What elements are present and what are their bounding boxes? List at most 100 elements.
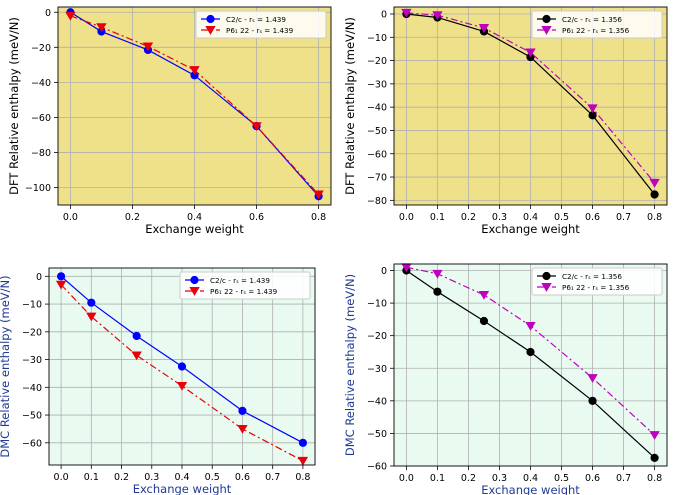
- y-tick-label: −60: [367, 149, 387, 160]
- data-point: [588, 396, 597, 405]
- x-axis-label: Exchange weight: [481, 483, 580, 495]
- x-tick-label: 0.2: [461, 473, 476, 484]
- data-point: [86, 312, 97, 322]
- data-point: [65, 11, 76, 21]
- x-axis-label: Exchange weight: [133, 482, 232, 495]
- legend-label: C2/c - rₛ = 1.439: [210, 276, 270, 285]
- data-point: [298, 438, 308, 447]
- x-tick-label: 0.0: [54, 472, 69, 483]
- y-tick-label: 0: [45, 8, 51, 19]
- x-tick-label: 0.8: [311, 212, 326, 223]
- y-tick-label: −30: [367, 364, 387, 375]
- x-tick-label: 0.2: [461, 212, 476, 223]
- data-point: [649, 431, 660, 440]
- x-tick-label: 0.1: [430, 473, 445, 484]
- series-line: [70, 11, 320, 197]
- series-line: [406, 270, 655, 459]
- data-point: [432, 269, 443, 279]
- x-tick-label: 0.6: [585, 473, 600, 484]
- data-point: [56, 272, 66, 281]
- x-tick-label: 0.0: [399, 212, 414, 223]
- legend-box: [531, 10, 663, 39]
- y-tick-label: −50: [22, 411, 42, 422]
- x-tick-label: 0.5: [205, 472, 220, 483]
- data-point: [587, 374, 598, 383]
- x-tick-label: 0.4: [523, 212, 538, 223]
- series-line: [70, 15, 320, 195]
- legend-marker: [190, 275, 199, 285]
- data-point: [238, 406, 247, 415]
- x-tick-label: 0.7: [616, 473, 631, 484]
- y-tick-label: −60: [22, 438, 42, 449]
- y-tick-label: −40: [31, 78, 51, 89]
- y-tick-label: −50: [367, 126, 387, 137]
- data-point: [297, 456, 309, 466]
- y-tick-label: −80: [367, 196, 387, 207]
- data-point: [177, 362, 187, 371]
- legend-marker: [541, 283, 552, 292]
- data-point: [313, 190, 324, 200]
- legend-label: P6₁ 22 - rₛ = 1.439: [210, 287, 278, 296]
- x-tick-label: 0.8: [647, 473, 662, 484]
- data-point: [526, 347, 535, 357]
- x-tick-label: 0.2: [114, 472, 129, 483]
- data-point: [132, 331, 141, 341]
- data-point: [432, 11, 443, 21]
- y-tick-label: −20: [22, 327, 42, 338]
- legend-marker: [541, 26, 552, 35]
- y-tick-label: 0: [36, 272, 42, 283]
- y-tick-label: −10: [367, 299, 387, 310]
- legend-label: C2/c - rₛ = 1.356: [562, 15, 622, 24]
- data-point: [479, 316, 489, 326]
- x-tick-label: 0.6: [249, 212, 264, 223]
- data-point: [525, 48, 536, 58]
- data-point: [478, 24, 490, 33]
- y-tick-label: −70: [367, 173, 387, 184]
- y-tick-label: −100: [25, 183, 51, 194]
- chart-panel-4: 0.0 0.1 0.2 0.3 0.4 0.5 0.6 0.7 0.8 0 −10 −20 −30 −40…: [343, 263, 668, 495]
- data-point: [237, 424, 248, 434]
- chart-panel-3: 0.0 0.1 0.2 0.3 0.4 0.5 0.6 0.7 0.8 0 −10 −20 −30 −40…: [0, 267, 316, 495]
- x-tick-label: 0.5: [554, 473, 569, 484]
- x-tick-label: 0.4: [187, 212, 202, 223]
- legend-label: C2/c - rₛ = 1.439: [226, 15, 286, 24]
- legend-label: P6₁ 22 - rₛ = 1.356: [562, 26, 630, 35]
- series-2: [401, 8, 660, 188]
- data-point: [433, 287, 442, 296]
- x-tick-label: 0.0: [63, 212, 78, 223]
- legend: C2/c - rₛ = 1.356 P6₁ 22 - rₛ = 1.356: [531, 267, 663, 296]
- y-tick-label: −20: [367, 56, 387, 67]
- series-line: [60, 284, 304, 462]
- x-tick-label: 0.4: [174, 472, 189, 483]
- x-tick-label: 0.8: [647, 212, 662, 223]
- data-point: [96, 23, 107, 33]
- x-tick-label: 0.1: [430, 212, 445, 223]
- legend-marker: [542, 271, 551, 281]
- legend-marker: [189, 287, 200, 296]
- series-1: [402, 266, 659, 462]
- y-tick-label: −40: [367, 396, 387, 407]
- x-tick-label: 0.7: [265, 472, 280, 483]
- y-tick-label: −60: [31, 113, 51, 124]
- x-tick-label: 0.6: [235, 472, 250, 483]
- data-point: [650, 190, 659, 199]
- plot-frame: [393, 6, 668, 206]
- data-point: [650, 453, 659, 462]
- plot-frame: [48, 267, 316, 466]
- data-point: [649, 178, 660, 188]
- y-tick-label: −10: [22, 300, 42, 311]
- y-tick-label: 0: [381, 266, 387, 277]
- chart-panel-2: 0.0 0.1 0.2 0.3 0.4 0.5 0.6 0.7 0.8 0 −10 −20 −30 −40…: [343, 6, 668, 236]
- series-line: [406, 12, 656, 184]
- legend-label: P6₁ 22 - rₛ = 1.439: [226, 26, 294, 35]
- data-point: [587, 104, 598, 114]
- x-tick-label: 0.3: [492, 473, 507, 484]
- data-point: [131, 351, 142, 361]
- series-1: [56, 272, 308, 447]
- y-tick-label: −50: [367, 429, 387, 440]
- data-point: [251, 122, 262, 132]
- legend-marker: [206, 14, 215, 24]
- x-tick-label: 0.4: [523, 473, 538, 484]
- legend: C2/c - rₛ = 1.356 P6₁ 22 - rₛ = 1.356: [531, 10, 663, 39]
